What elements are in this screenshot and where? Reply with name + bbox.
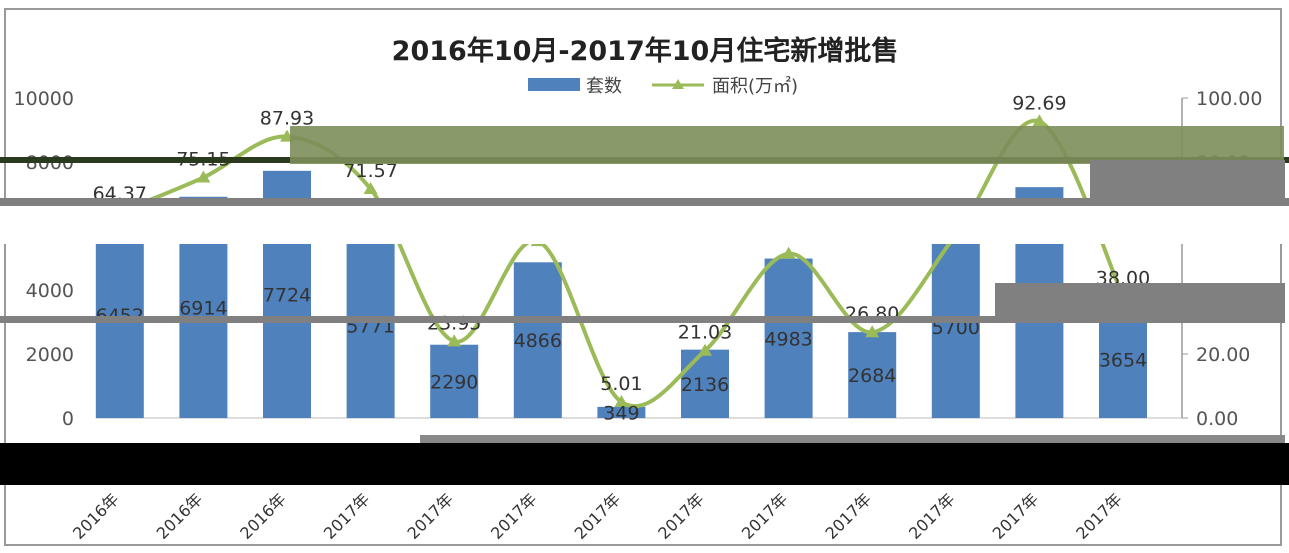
bar-value-label: 6914 xyxy=(179,297,227,319)
bar xyxy=(931,235,980,418)
line-point-marker xyxy=(698,343,712,356)
legend-swatch-bars xyxy=(528,78,580,91)
bar xyxy=(764,258,813,418)
x-tick-label: 2017年 xyxy=(1072,489,1126,543)
line-point-marker xyxy=(196,170,211,183)
line-point-marker xyxy=(1032,114,1047,127)
x-tick-label: 2017年 xyxy=(989,489,1043,543)
x-tick-label: 2017年 xyxy=(654,489,708,543)
bar xyxy=(346,233,395,418)
bar-value-label: 7724 xyxy=(263,284,311,306)
bar-value-label: 2136 xyxy=(681,374,729,396)
chart-title: 2016年10月-2017年10月住宅新增批售 xyxy=(392,35,899,67)
bar xyxy=(597,406,646,418)
bar-value-label: 2684 xyxy=(848,365,896,387)
legend-label-line: 面积(万㎡) xyxy=(712,75,798,97)
right-tick-label: 0.00 xyxy=(1196,408,1238,430)
bar xyxy=(95,211,144,418)
artifact-band-grey-2 xyxy=(1090,160,1285,202)
legend: 套数 面积(万㎡) xyxy=(528,75,798,97)
line-value-label: 21.03 xyxy=(678,322,732,344)
line-point-marker xyxy=(447,334,462,347)
artifact-band-black xyxy=(0,443,1289,485)
x-tick-label: 2016年 xyxy=(236,489,290,543)
artifact-band-grey-3 xyxy=(995,283,1285,323)
line-point-marker xyxy=(781,246,796,259)
bar xyxy=(848,332,897,418)
line-point-marker xyxy=(614,394,629,407)
bar-value-label: 4983 xyxy=(764,328,812,350)
x-tick-label: 2017年 xyxy=(821,489,875,543)
left-tick-label: 4000 xyxy=(26,280,74,302)
x-tick-label: 2017年 xyxy=(571,489,625,543)
x-tick-label: 2017年 xyxy=(487,489,541,543)
left-tick-label: 2000 xyxy=(26,344,74,366)
x-tick-label: 2017年 xyxy=(905,489,959,543)
left-tick-label: 8000 xyxy=(26,152,74,174)
line-point-marker xyxy=(363,181,378,194)
bar xyxy=(430,344,479,418)
bar-value-labels: 6452691477245771229048663492136498326845… xyxy=(96,284,1148,424)
left-axis: 0200040006000800010000 xyxy=(14,88,74,430)
x-tick-label: 2017年 xyxy=(320,489,374,543)
left-tick-label: 10000 xyxy=(14,88,74,110)
right-tick-label: 20.00 xyxy=(1196,344,1250,366)
line-value-label: 71.57 xyxy=(343,160,397,182)
bar xyxy=(513,262,562,418)
artifact-band-grey-5 xyxy=(420,435,1285,443)
left-tick-label: 0 xyxy=(62,408,74,430)
bar-value-label: 349 xyxy=(603,402,639,424)
x-tick-label: 2016年 xyxy=(69,489,123,543)
legend-label-bars: 套数 xyxy=(586,76,622,97)
x-tick-label: 2017年 xyxy=(738,489,792,543)
bar xyxy=(681,349,729,418)
bar-value-label: 4866 xyxy=(514,330,562,352)
artifact-band-grey-1 xyxy=(0,198,1289,206)
x-axis-labels: 2016年 2016年 2016年 2017年 2017年 2017年 2017年 2017年… xyxy=(69,489,1126,543)
bar-value-label: 2290 xyxy=(430,371,478,393)
artifact-band-grey-4 xyxy=(0,316,1000,323)
x-tick-label: 2017年 xyxy=(403,489,457,543)
x-tick-label: 2016年 xyxy=(153,489,207,543)
line-value-label: 87.93 xyxy=(260,108,314,130)
right-tick-label: 100.00 xyxy=(1196,88,1262,110)
artifact-band-white xyxy=(0,206,1289,244)
legend-marker-triangle xyxy=(672,79,684,89)
line-point-marker xyxy=(865,325,880,338)
line-value-label: 5.01 xyxy=(600,373,642,395)
bar-value-label: 3654 xyxy=(1099,350,1147,372)
line-value-label: 92.69 xyxy=(1012,92,1066,114)
artifact-band-olive xyxy=(290,126,1284,164)
